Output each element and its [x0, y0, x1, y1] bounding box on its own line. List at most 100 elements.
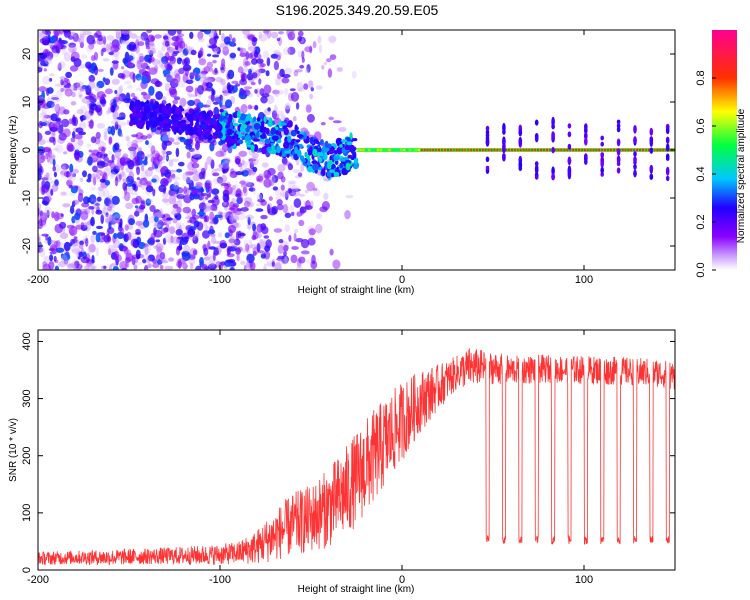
spectrogram-noise-cell: [176, 168, 183, 173]
spectrogram-noise-cell: [307, 80, 314, 89]
spectrogram-noise-cell: [96, 80, 105, 89]
spectrogram-carrier-cell: [627, 148, 630, 152]
spectrogram-noise-cell: [162, 179, 169, 185]
spectrogram-noise-cell: [155, 91, 164, 100]
spectrogram-noise-cell: [238, 150, 248, 157]
spectrogram-dip-cell: [649, 165, 654, 172]
spectrogram-noise-cell: [208, 254, 212, 259]
spectrogram-noise-cell: [52, 147, 60, 151]
spectrogram-noise-cell: [204, 215, 210, 223]
spectrogram-noise-cell: [43, 146, 51, 153]
spectrogram-noise-cell: [121, 66, 125, 70]
spectrogram-noise-cell: [174, 73, 181, 84]
spectrogram-noise-cell: [188, 257, 196, 266]
spectrogram-noise-cell: [185, 79, 194, 85]
spectrogram-signal-cell: [329, 169, 335, 173]
spectrogram-noise-cell: [284, 255, 288, 264]
spectrogram-noise-cell: [278, 31, 284, 35]
spectrogram-noise-cell: [212, 59, 217, 64]
spectrogram-noise-cell: [338, 126, 347, 132]
spectrogram-noise-cell: [147, 263, 152, 269]
spectrogram-noise-cell: [300, 238, 310, 249]
spectrogram-signal-cell: [307, 158, 311, 161]
spectrogram-noise-cell: [143, 244, 151, 255]
spectrogram-noise-cell: [119, 261, 128, 270]
spectrogram-noise-cell: [140, 36, 145, 42]
spectrogram-noise-cell: [58, 44, 67, 50]
spectrogram-noise-cell: [108, 216, 116, 224]
spectrogram-dip-cell: [649, 136, 654, 144]
spectrogram-noise-cell: [288, 181, 296, 190]
spectrogram-signal-cell: [287, 120, 293, 128]
spectrogram-noise-cell: [323, 192, 329, 200]
spectrogram-noise-cell: [77, 256, 81, 260]
spectrogram-noise-cell: [52, 52, 60, 58]
spectrogram-noise-cell: [172, 236, 179, 245]
spectrogram-noise-cell: [221, 201, 230, 208]
spectrogram-noise-cell: [263, 263, 267, 270]
spectrogram-noise-cell: [78, 251, 84, 257]
spectrogram-noise-cell: [301, 50, 305, 60]
spectrogram-noise-cell: [179, 222, 185, 231]
spectrogram-noise-cell: [145, 140, 149, 146]
spectrogram-noise-cell: [271, 261, 275, 267]
spectrogram-noise-cell: [107, 205, 113, 212]
spectrogram-noise-cell: [183, 186, 187, 195]
spectrogram-noise-cell: [88, 194, 97, 205]
spectrogram-noise-cell: [107, 227, 115, 234]
spectrogram-noise-cell: [266, 57, 271, 67]
spectrogram-noise-cell: [81, 54, 88, 59]
spectrogram-noise-cell: [206, 99, 212, 109]
spectrogram-noise-cell: [114, 180, 120, 185]
spectrogram-noise-cell: [237, 47, 241, 51]
spectrogram-noise-cell: [71, 116, 77, 126]
spectrogram-noise-cell: [72, 37, 82, 43]
spectrogram-noise-cell: [39, 96, 44, 100]
spectrogram-carrier-cell: [417, 148, 420, 152]
spectrogram-carrier-cell: [528, 148, 531, 152]
spectrogram-noise-cell: [231, 80, 239, 85]
spectrogram-noise-cell: [140, 170, 148, 180]
spectrogram-carrier-cell: [470, 148, 473, 152]
spectrogram-noise-cell: [38, 132, 43, 142]
spectrogram-noise-cell: [211, 30, 218, 34]
spectrogram-noise-cell: [49, 44, 53, 47]
spectrogram-noise-cell: [78, 243, 84, 250]
spectrogram-carrier-cell: [653, 148, 656, 152]
spectrogram-noise-cell: [321, 201, 330, 211]
spectrogram-noise-cell: [61, 253, 71, 262]
spectrogram-noise-cell: [305, 104, 312, 113]
spectrogram-noise-cell: [345, 195, 354, 199]
spectrogram-carrier-cell: [513, 148, 516, 152]
spectrogram-noise-cell: [110, 171, 116, 177]
spectrogram-noise-cell: [150, 145, 156, 155]
spectrogram-noise-cell: [93, 201, 100, 210]
spectrogram-noise-cell: [276, 37, 281, 42]
chart-title: S196.2025.349.20.59.E05: [276, 2, 439, 18]
spectrogram-carrier-cell: [522, 148, 525, 152]
spectrogram-noise-cell: [96, 225, 103, 230]
spectrogram-noise-cell: [90, 173, 97, 183]
spectrogram-noise-cell: [192, 173, 201, 182]
spectrogram-noise-cell: [54, 240, 59, 247]
spectrogram-noise-cell: [168, 257, 175, 262]
spectrogram-signal-cell: [212, 114, 218, 119]
spectrogram-noise-cell: [126, 61, 134, 67]
spectrogram-noise-cell: [181, 58, 188, 66]
spectrogram-noise-cell: [76, 108, 84, 115]
spectrogram-noise-cell: [249, 261, 256, 270]
spectrogram-carrier-cell: [505, 148, 508, 152]
spectrogram-signal-cell: [232, 123, 239, 127]
spectrogram-noise-cell: [290, 254, 298, 264]
spectrogram-dip-cell: [633, 136, 637, 144]
spectrogram-noise-cell: [306, 181, 315, 192]
x-tick-label: -100: [209, 574, 231, 586]
spectrogram-noise-cell: [46, 100, 55, 108]
spectrogram-noise-cell: [59, 232, 69, 239]
spectrogram-noise-cell: [282, 47, 291, 56]
spectrogram-dip-cell: [551, 131, 555, 139]
spectrogram-noise-cell: [69, 242, 73, 247]
spectrogram-signal-cell: [255, 131, 261, 139]
spectrogram-noise-cell: [101, 146, 105, 156]
spectrogram-noise-cell: [243, 200, 251, 208]
